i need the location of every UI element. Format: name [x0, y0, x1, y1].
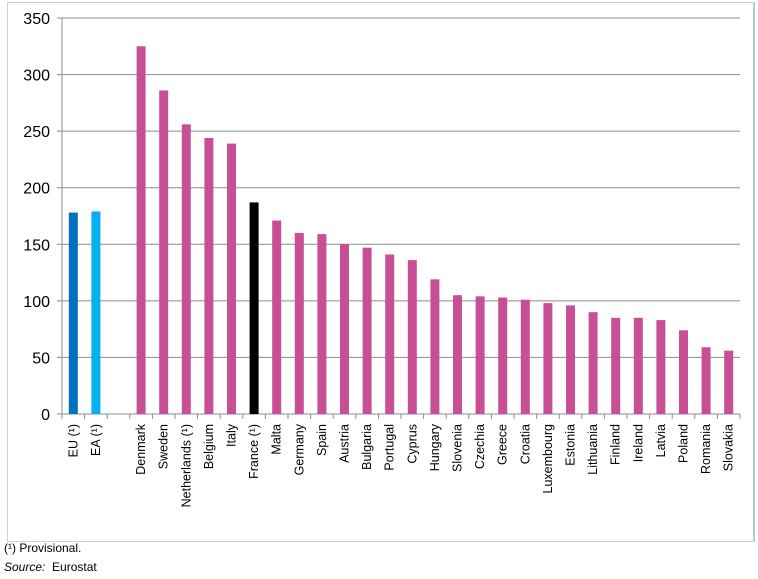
x-tick-label: Netherlands (¹)	[179, 424, 193, 507]
x-tick-label: Latvia	[654, 424, 668, 457]
x-tick-label: Germany	[292, 423, 306, 475]
x-tick-label: Portugal	[383, 424, 397, 471]
bar-estonia	[566, 305, 575, 414]
x-tick-label: Luxembourg	[541, 424, 555, 494]
y-tick-label: 300	[23, 68, 50, 85]
y-tick-label: 100	[23, 294, 50, 311]
y-tick-label: 150	[23, 237, 50, 254]
x-tick-label: Denmark	[134, 423, 148, 474]
x-tick-label: Romania	[699, 424, 713, 474]
bar-germany	[294, 232, 304, 414]
bar-malta	[272, 220, 282, 414]
x-tick-label: EA (¹)	[89, 424, 103, 456]
x-tick-label: Sweden	[157, 424, 171, 469]
bar-greece	[498, 297, 508, 414]
x-tick-label: Cyprus	[405, 424, 419, 464]
bar-ea	[91, 211, 101, 414]
bar-bulgaria	[362, 247, 372, 414]
bar-italy	[227, 143, 236, 415]
bar-austria	[340, 244, 349, 414]
x-tick-label: Estonia	[564, 424, 578, 466]
x-tick-label: Belgium	[202, 424, 216, 469]
x-tick-label: Bulgaria	[360, 424, 374, 470]
bar-france	[249, 202, 259, 414]
y-tick-label: 50	[32, 350, 50, 367]
bar-finland	[611, 317, 621, 414]
bar-belgium	[204, 137, 214, 414]
x-tick-label: Lithuania	[586, 424, 600, 475]
x-tick-label: Czechia	[473, 424, 487, 469]
footnote-provisional: (¹) Provisional.	[4, 541, 82, 555]
x-tick-label: France (¹)	[247, 424, 261, 479]
source-label: Source:	[4, 560, 46, 574]
bar-poland	[679, 330, 688, 414]
bar-slovenia	[453, 295, 462, 414]
y-tick-label: 250	[23, 124, 50, 141]
y-tick-label: 350	[23, 11, 50, 28]
x-tick-label: Malta	[270, 424, 284, 455]
x-tick-label: Poland	[677, 424, 691, 463]
y-tick-label: 0	[41, 407, 50, 424]
bar-lithuania	[588, 312, 598, 414]
bar-hungary	[430, 279, 440, 414]
chart-frame	[7, 2, 755, 542]
bar-romania	[701, 347, 711, 414]
x-tick-label: Greece	[496, 424, 510, 465]
bar-sweden	[159, 90, 169, 414]
x-tick-label: Austria	[338, 424, 352, 463]
y-tick-label: 200	[23, 181, 50, 198]
x-tick-label: Finland	[609, 424, 623, 465]
x-tick-label: Croatia	[518, 424, 532, 464]
bar-spain	[317, 234, 327, 414]
bar-chart: 0 50 100 150 200 250 300 350 EU (¹) EA (¹) Denmark…	[23, 11, 741, 507]
bar-portugal	[385, 254, 395, 414]
x-tick-label: Hungary	[428, 423, 442, 471]
bar-croatia	[520, 299, 530, 414]
bar-cyprus	[407, 260, 417, 414]
bar-eu	[68, 212, 78, 414]
bar-ireland	[633, 317, 643, 414]
x-tick-label: Ireland	[631, 424, 645, 462]
bar-denmark	[136, 46, 146, 415]
x-tick-label: Slovakia	[722, 424, 736, 471]
bar-luxembourg	[543, 303, 553, 414]
bar-netherlands	[181, 124, 191, 415]
source-value: Eurostat	[52, 560, 97, 574]
bar-latvia	[656, 320, 666, 414]
x-tick-label: Spain	[315, 424, 329, 456]
x-tick-label: EU (¹)	[66, 424, 80, 457]
footnote-source: Source: Eurostat	[4, 560, 97, 574]
x-tick-label: Slovenia	[451, 424, 465, 472]
bar-slovakia	[724, 350, 734, 414]
x-tick-label: Italy	[225, 423, 239, 447]
bar-czechia	[475, 296, 485, 414]
